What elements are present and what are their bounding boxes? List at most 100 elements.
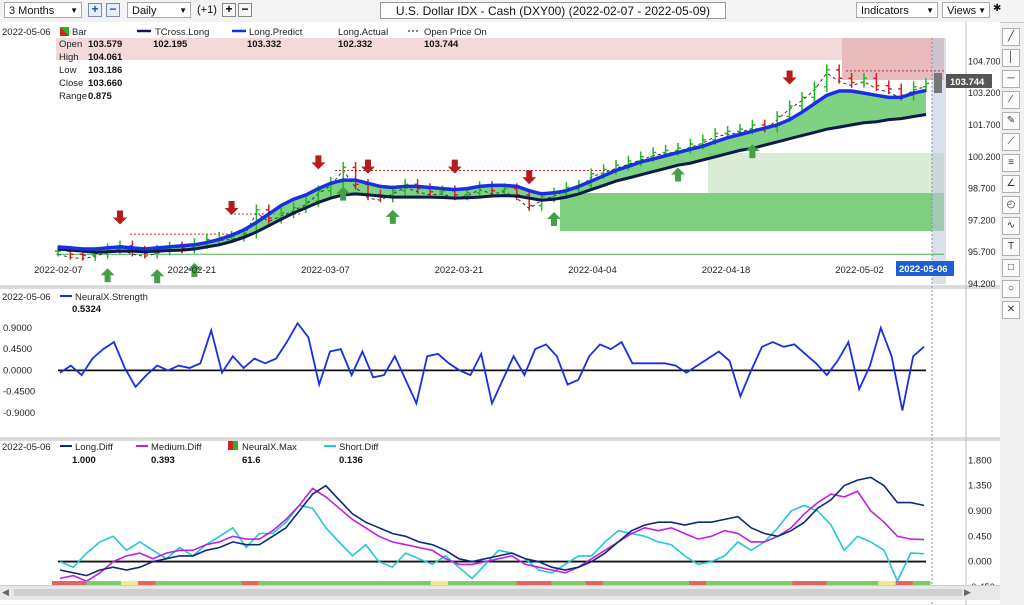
price-y-tick: 94.200 <box>968 279 996 289</box>
offset-plus-button[interactable]: + <box>222 3 236 17</box>
price-bar <box>352 162 359 190</box>
sell-signal-arrow[interactable] <box>311 155 326 170</box>
chart-area[interactable]: 104.700 103.200 101.700 100.200 98.700 97.200… <box>0 22 1000 605</box>
price-y-tick: 100.200 <box>968 152 1000 162</box>
chevron-down-icon: ▼ <box>70 6 78 15</box>
circle-icon[interactable]: ○ <box>1002 280 1020 298</box>
strength-line <box>59 321 925 411</box>
buy-signal-arrow[interactable] <box>745 144 760 159</box>
pen-icon[interactable]: ✎ <box>1002 112 1020 130</box>
price-x-tick: 2022-03-07 <box>301 265 350 276</box>
price-bar <box>526 189 533 211</box>
ohlc-value: 0.875 <box>88 91 112 102</box>
range-value: 3 Months <box>9 5 55 17</box>
price-y-tick: 97.200 <box>968 215 996 225</box>
interval-select[interactable]: Daily ▼ <box>127 2 191 18</box>
gann-icon[interactable]: ∠ <box>1002 175 1020 193</box>
last-price-badge <box>946 74 992 88</box>
fib-icon[interactable]: ≡ <box>1002 154 1020 172</box>
delete-icon[interactable]: ✕ <box>1002 301 1020 319</box>
ohlc-label: Open <box>59 39 82 50</box>
strength-legend-value: 0.5324 <box>72 304 102 315</box>
long-predict-line <box>57 88 927 251</box>
pane-divider[interactable] <box>0 285 1000 289</box>
diff-y-tick: 0.900 <box>968 506 992 517</box>
zoom-out-button[interactable]: − <box>106 3 120 17</box>
horizontal-line-icon[interactable]: ─ <box>1002 70 1020 88</box>
strength-y-tick: 0.0000 <box>3 365 32 376</box>
price-bar <box>799 92 805 112</box>
forecast-band <box>932 38 946 284</box>
diff-pane[interactable] <box>0 441 1000 604</box>
support-zone-upper <box>708 153 944 193</box>
scrollbar-track[interactable] <box>14 589 962 596</box>
price-bar <box>823 64 830 93</box>
sell-signal-arrow[interactable] <box>522 170 537 185</box>
buy-signal-arrow[interactable] <box>385 209 400 224</box>
tcross-legend-label: TCross.Long <box>155 27 209 38</box>
bar-legend-swatch-down <box>60 27 69 36</box>
price-x-tick: 2022-04-04 <box>568 265 617 276</box>
cycle-icon[interactable]: ◴ <box>1002 196 1020 214</box>
offset-minus-button[interactable]: − <box>238 3 252 17</box>
support-zone-lower <box>560 193 944 231</box>
price-y-tick: 104.700 <box>968 56 1000 66</box>
ohlc-value: 103.186 <box>88 65 122 76</box>
sell-signal-arrow[interactable] <box>361 159 375 174</box>
chevron-down-icon: ▼ <box>978 6 986 15</box>
short-diff-value: 0.136 <box>339 455 363 466</box>
buy-signal-arrow[interactable] <box>150 269 165 284</box>
ohlc-value: 103.660 <box>88 78 122 89</box>
last-price-label: 103.744 <box>950 77 985 88</box>
medium-diff-value: 0.393 <box>151 455 175 466</box>
neuralx-max-value: 61.6 <box>242 455 261 466</box>
sell-signal-arrow[interactable] <box>224 200 239 215</box>
range-select[interactable]: 3 Months ▼ <box>4 2 82 18</box>
price-x-tick: 2022-02-21 <box>168 265 217 276</box>
buy-signal-arrow[interactable] <box>336 186 351 201</box>
buy-signal-arrow[interactable] <box>671 167 685 182</box>
vertical-line-icon[interactable]: │ <box>1002 49 1020 67</box>
resistance-zone <box>56 38 944 60</box>
neuralx-max-label: NeuralX.Max <box>242 442 297 453</box>
zoom-in-button[interactable]: + <box>88 3 102 17</box>
trend-icon[interactable]: ⟋ <box>1002 133 1020 151</box>
buy-signal-arrow[interactable] <box>100 268 115 283</box>
sell-signal-arrow[interactable] <box>447 159 462 174</box>
price-x-tick: 2022-02-07 <box>34 265 83 276</box>
tcross-long-line <box>57 113 927 254</box>
price-plot: 104.700 103.200 101.700 100.200 98.700 97.200… <box>34 38 1000 605</box>
buy-signal-arrow[interactable] <box>547 212 561 227</box>
line-tool-icon[interactable]: ╱ <box>1002 28 1020 46</box>
horizontal-scrollbar[interactable]: ◀ ▶ <box>0 585 1000 600</box>
price-y-tick: 95.700 <box>968 247 996 257</box>
wave-icon[interactable]: ∿ <box>1002 217 1020 235</box>
long-diff-line <box>59 476 925 577</box>
neuralx-max-swatch-green <box>233 441 238 450</box>
chart-title[interactable]: U.S. Dollar IDX - Cash (DXY00) (2022-02-… <box>380 2 726 19</box>
pin-icon[interactable]: ✱ <box>993 3 1002 14</box>
sell-signal-arrow[interactable] <box>782 70 797 85</box>
strength-pane[interactable] <box>0 289 1000 437</box>
views-button[interactable]: Views ▼ <box>942 2 990 18</box>
open-price-legend-value: 103.744 <box>424 39 459 50</box>
chevron-down-icon: ▼ <box>179 6 187 15</box>
strength-legend-label: NeuralX.Strength <box>75 292 148 303</box>
price-bar <box>923 78 929 93</box>
ohlc-legend: Open 103.579 High 104.061 Low 103.186 Close 103… <box>59 39 123 102</box>
sell-signal-arrow[interactable] <box>113 210 127 225</box>
ohlc-label: Range <box>59 91 87 102</box>
rectangle-icon[interactable]: □ <box>1002 259 1020 277</box>
price-bar <box>848 72 855 88</box>
strength-y-tick: -0.4500 <box>3 387 35 398</box>
channel-icon[interactable]: ⁄ <box>1002 91 1020 109</box>
price-bar <box>861 72 867 88</box>
indicators-button[interactable]: Indicators ▼ <box>856 2 938 18</box>
diff-y-tick: 1.800 <box>968 455 992 466</box>
buy-signal-arrow[interactable] <box>187 262 202 277</box>
scroll-right-icon[interactable]: ▶ <box>964 587 971 597</box>
actual-legend-value: 102.332 <box>338 39 372 50</box>
pane-divider[interactable] <box>0 437 1000 441</box>
scroll-left-icon[interactable]: ◀ <box>2 587 9 597</box>
text-icon[interactable]: T <box>1002 238 1020 256</box>
